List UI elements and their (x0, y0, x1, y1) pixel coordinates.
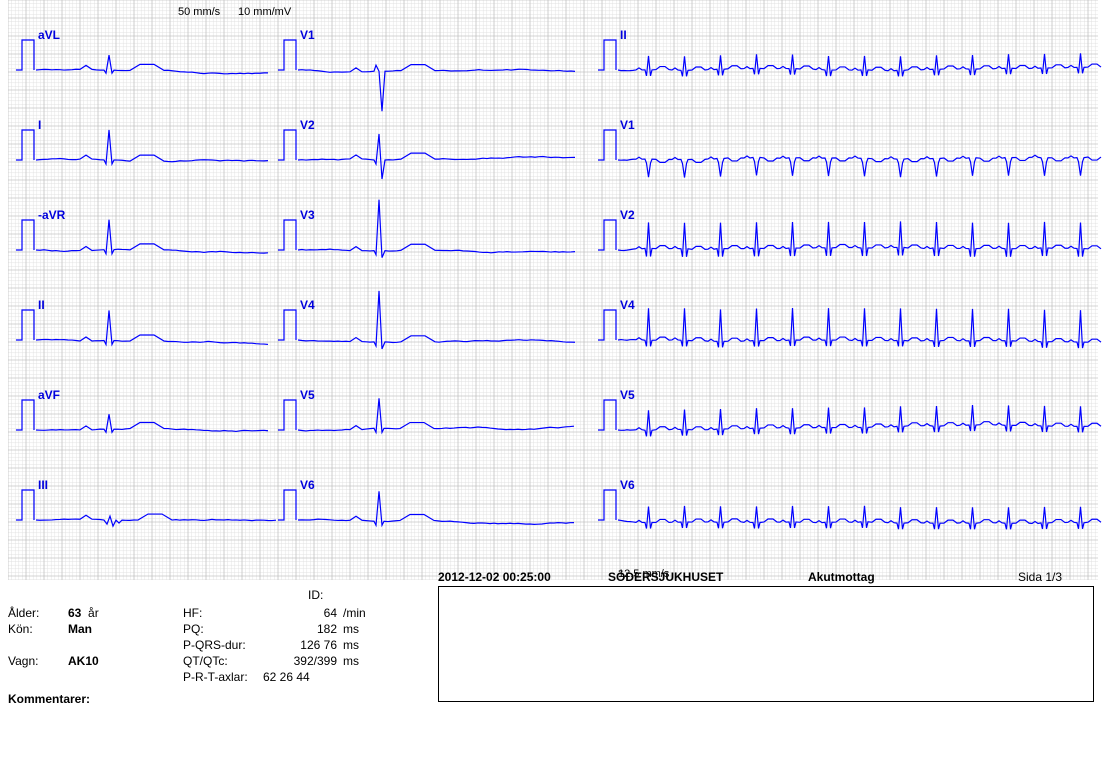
lead-label-I: I (38, 118, 41, 132)
lead-label-V5: V5 (620, 388, 635, 402)
pq-value: 182 (263, 622, 343, 638)
lead-label-V6: V6 (620, 478, 635, 492)
lead-label-III: III (38, 478, 48, 492)
patient-info: Ålder: 63 år HF: 64 /min Kön: Man PQ: 18… (8, 604, 438, 708)
lead-label-II: II (620, 28, 627, 42)
lead-label-V2: V2 (300, 118, 315, 132)
qt-value: 392/399 (263, 654, 343, 670)
prt-value: 62 26 44 (263, 670, 383, 686)
qt-unit: ms (343, 654, 383, 670)
wagon-label: Vagn: (8, 654, 68, 670)
ecg-grid-area: 50 mm/s 10 mm/mV 12.5 mm/s aVLV1IV2-aVRV… (8, 0, 1098, 580)
lead-label-V5: V5 (300, 388, 315, 402)
lead-label-V4: V4 (620, 298, 635, 312)
notes-box (438, 586, 1094, 702)
lead-label-aVF: aVF (38, 388, 60, 402)
pq-unit: ms (343, 622, 383, 638)
lead-label-V3: V3 (300, 208, 315, 222)
pqrs-unit: ms (343, 638, 383, 654)
lead-label-V6: V6 (300, 478, 315, 492)
lead-label-aVL: aVL (38, 28, 60, 42)
sex-value: Man (68, 622, 123, 638)
age-value: 63 år (68, 606, 123, 622)
footer: ID: Ålder: 63 år HF: 64 /min Kön: Man PQ… (8, 586, 1098, 708)
lead-label-V2: V2 (620, 208, 635, 222)
pqrs-label: P-QRS-dur: (183, 638, 263, 654)
age-label: Ålder: (8, 606, 68, 622)
sex-label: Kön: (8, 622, 68, 638)
wagon-value: AK10 (68, 654, 123, 670)
ecg-traces (8, 0, 1098, 580)
patient-block: Ålder: 63 år HF: 64 /min Kön: Man PQ: 18… (8, 604, 1098, 708)
pqrs-value: 126 76 (263, 638, 343, 654)
hf-unit: /min (343, 606, 383, 622)
lead-label-II: II (38, 298, 45, 312)
hf-value: 64 (263, 606, 343, 622)
lead-label-V1: V1 (620, 118, 635, 132)
lead-label-V4: V4 (300, 298, 315, 312)
pq-label: PQ: (183, 622, 263, 638)
qt-label: QT/QTc: (183, 654, 263, 670)
lead-label--aVR: -aVR (38, 208, 65, 222)
comments-label: Kommentarer: (8, 692, 90, 708)
hf-label: HF: (183, 606, 263, 622)
lead-label-V1: V1 (300, 28, 315, 42)
prt-label: P-R-T-axlar: (183, 670, 263, 686)
id-label: ID: (8, 588, 438, 602)
